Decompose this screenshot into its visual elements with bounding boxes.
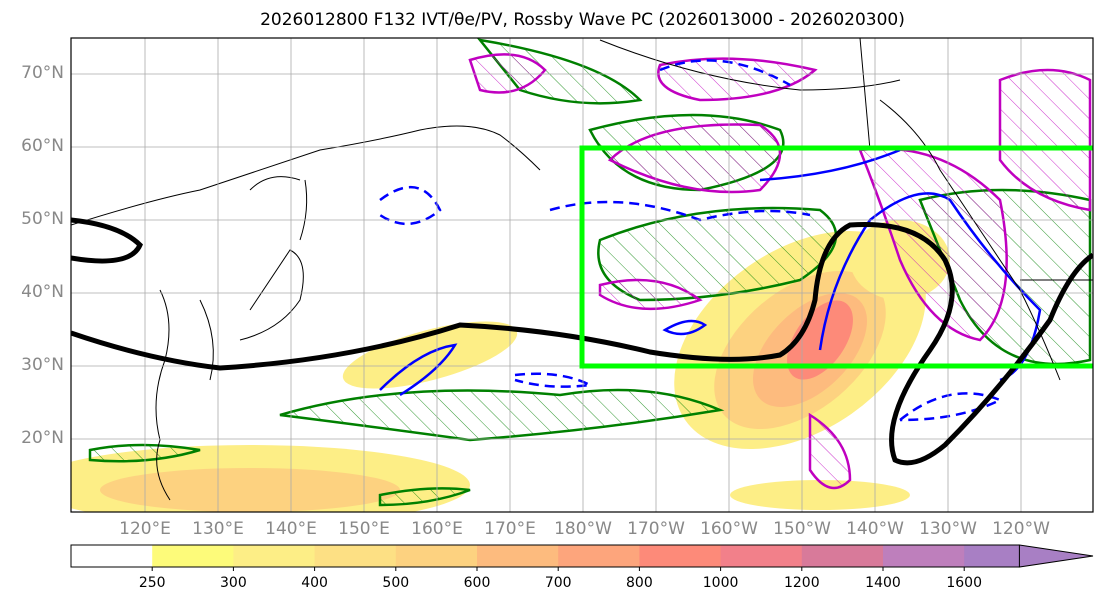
region-box <box>579 145 1093 369</box>
colorbar-segment <box>314 545 397 567</box>
lon-label: 160°W <box>700 519 758 539</box>
lon-label: 150°W <box>773 519 831 539</box>
lon-label: 170°E <box>484 519 536 539</box>
colorbar-segment <box>477 545 559 567</box>
lat-label: 20°N <box>21 428 64 448</box>
lon-label: 150°E <box>338 519 390 539</box>
colorbar-segment <box>395 545 478 567</box>
colorbar-tick-label: 1600 <box>946 575 983 591</box>
lon-label: 180°W <box>554 519 612 539</box>
coastlines <box>71 38 1093 501</box>
colorbar-tick-label: 600 <box>463 575 491 591</box>
colorbar-tick-label: 250 <box>138 575 166 591</box>
colorbar-tick-label: 800 <box>626 575 653 591</box>
colorbar-segment <box>233 545 316 567</box>
colorbar-segment <box>558 545 640 567</box>
colorbar <box>70 544 1094 571</box>
colorbar-tick-label: 300 <box>220 575 247 591</box>
lon-label: 170°W <box>627 519 685 539</box>
lon-label: 140°W <box>846 519 904 539</box>
colorbar-segment <box>152 545 234 567</box>
colorbar-segment <box>71 545 153 567</box>
lon-label: 130°E <box>192 519 244 539</box>
colorbar-segment <box>964 545 1020 567</box>
colorbar-tick-label: 400 <box>301 575 328 591</box>
chart-title: 2026012800 F132 IVT/θe/PV, Rossby Wave P… <box>260 10 905 30</box>
lon-label: 130°W <box>919 519 977 539</box>
lat-label: 50°N <box>21 209 64 229</box>
colorbar-tick-label: 700 <box>544 575 572 591</box>
colorbar-tick-label: 1000 <box>702 575 739 591</box>
colorbar-tick-label: 1400 <box>865 575 901 591</box>
lon-label: 160°E <box>411 519 463 539</box>
colorbar-tick-label: 1200 <box>783 575 820 591</box>
lat-label: 30°N <box>21 355 64 375</box>
rossby-wave-contours <box>71 217 1093 466</box>
colorbar-segment <box>883 545 965 567</box>
lat-label: 60°N <box>21 136 64 156</box>
colorbar-outline <box>70 544 1020 568</box>
lat-label: 40°N <box>21 282 64 302</box>
map-frame <box>70 37 1094 513</box>
lon-label: 120°E <box>119 519 171 539</box>
lat-label: 70°N <box>21 63 64 83</box>
lon-label: 120°W <box>992 519 1050 539</box>
lon-label: 140°E <box>265 519 317 539</box>
colorbar-segment <box>801 545 884 567</box>
colorbar-tick-label: 500 <box>382 575 410 591</box>
colorbar-extend-arrow <box>1018 544 1094 568</box>
colorbar-segment <box>720 545 803 567</box>
colorbar-segment <box>639 545 722 567</box>
